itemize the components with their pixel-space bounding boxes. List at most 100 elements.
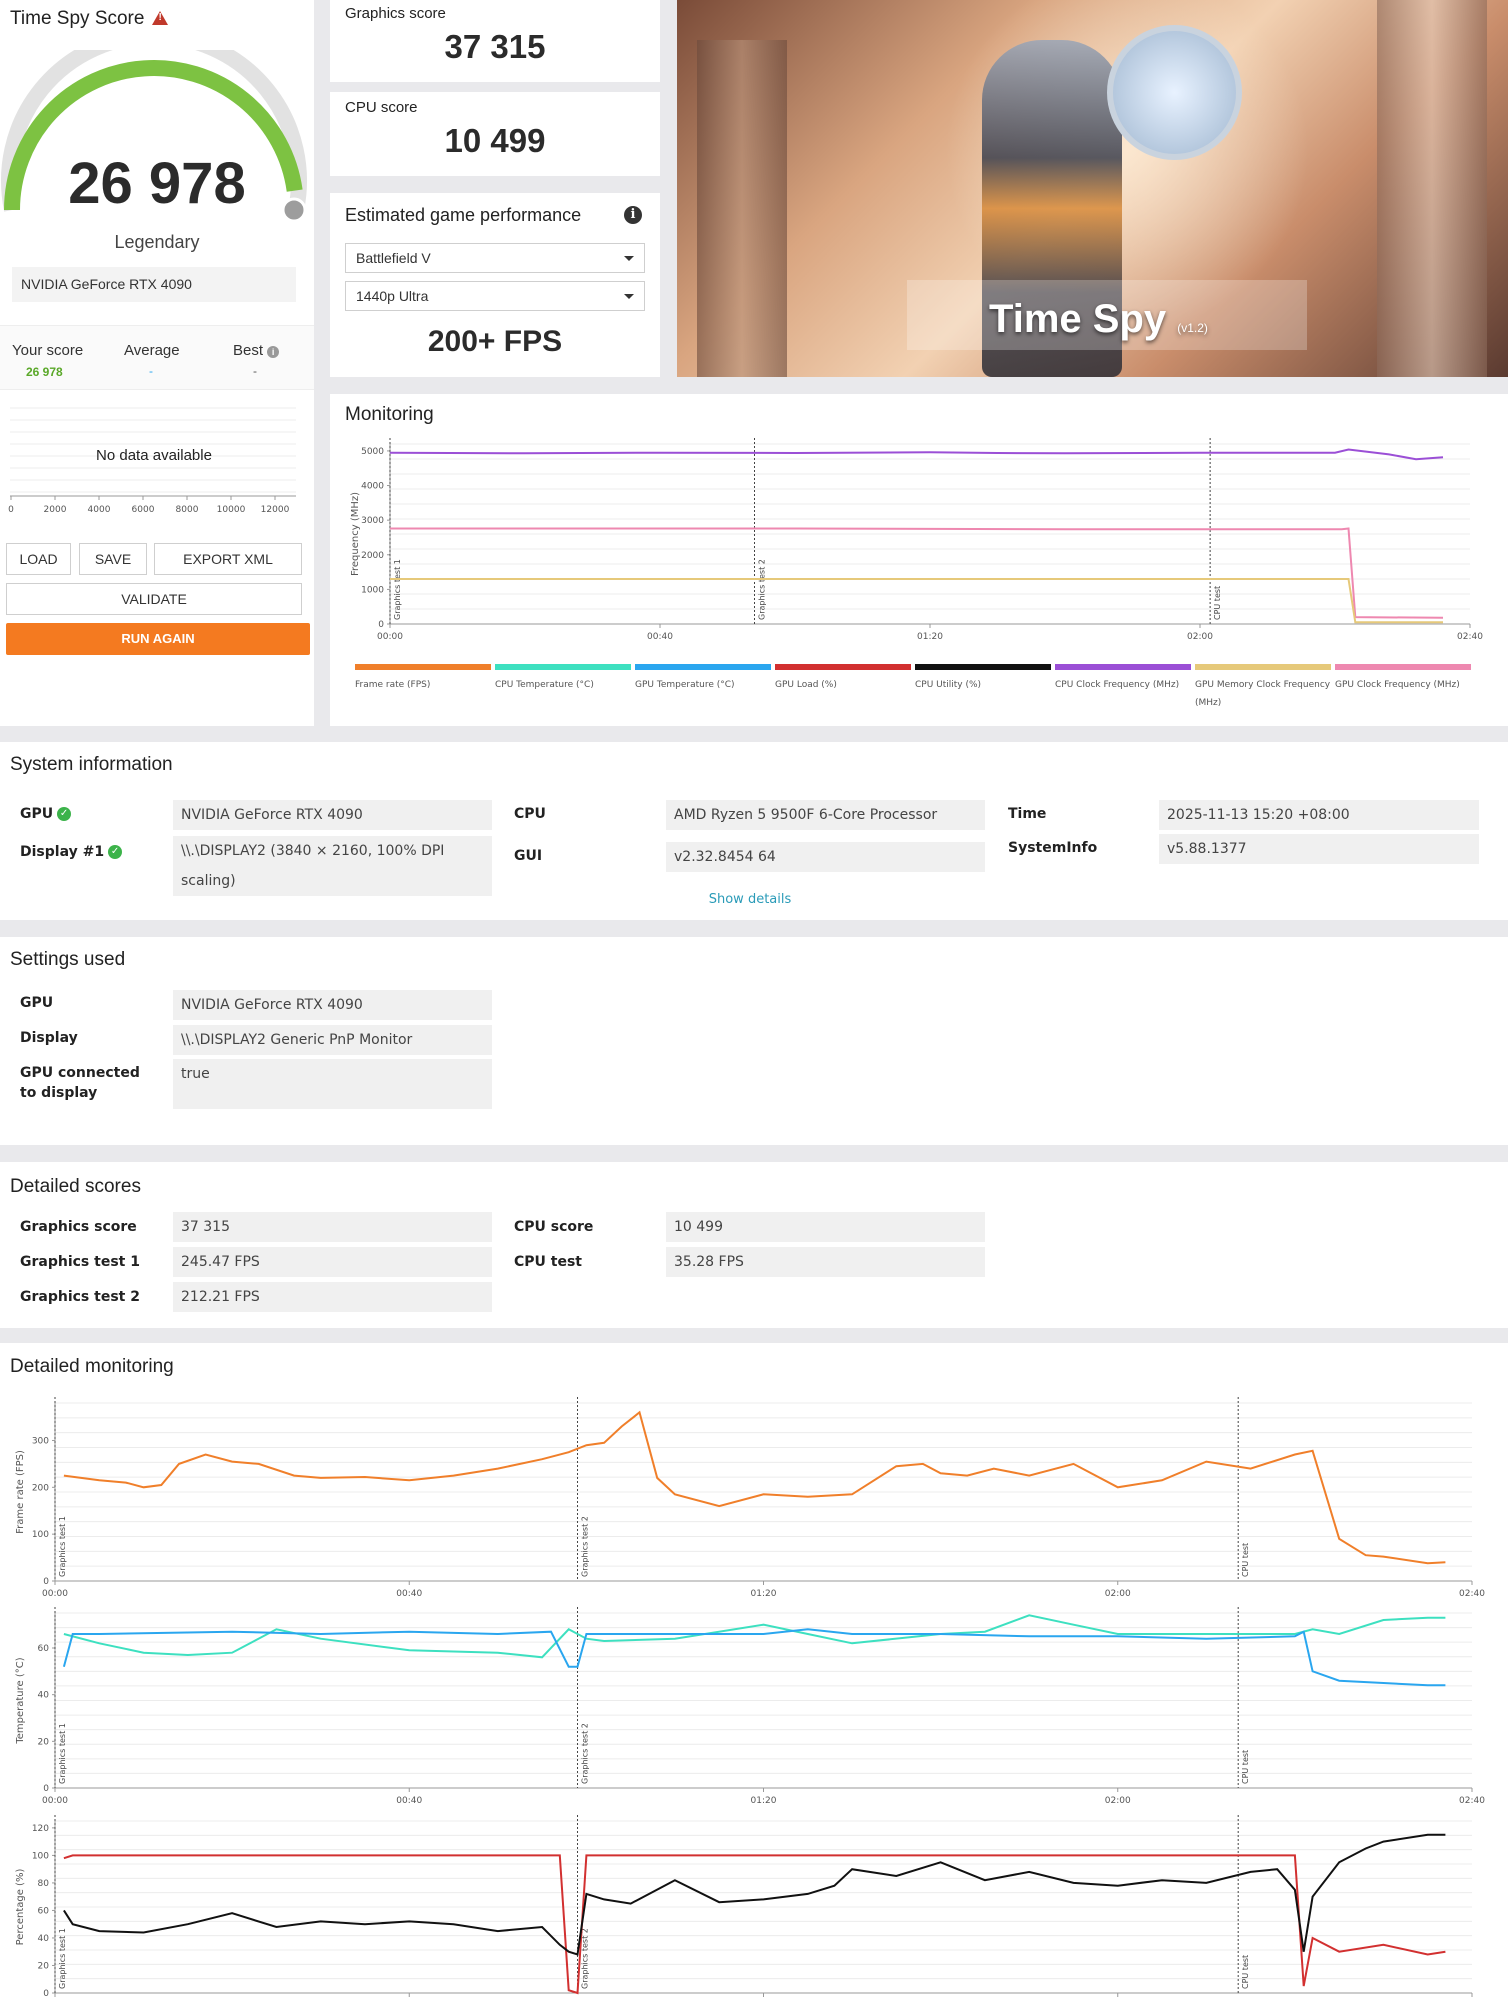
y-tick-label: 0 [43,1989,49,1999]
legend-item[interactable]: CPU Utility (%) [915,664,1051,694]
series-line [63,1854,1446,1995]
x-tick-label: 02:40 [1459,1589,1485,1599]
legend-swatch [1195,664,1331,670]
preset-select-value: 1440p Ultra [356,288,429,304]
x-tick-label: 00:40 [396,1796,422,1806]
hist-tick: 0 [8,505,14,515]
ds-cpu-score-label: CPU score [514,1219,594,1235]
hist-tick: 4000 [88,505,111,515]
hist-tick: 12000 [261,505,290,515]
score-panel: Time Spy Score 26 978 Legendary NVIDIA G… [0,0,314,726]
hero-version: (v1.2) [1177,321,1208,335]
warning-icon[interactable] [152,11,169,25]
ds-graphics-score-label: Graphics score [20,1219,137,1235]
sys-gpu-label: GPU ✓ [20,806,72,822]
no-data-label: No data available [96,447,212,464]
graphics-score-value: 37 315 [444,28,546,65]
legend-item[interactable]: GPU Load (%) [775,664,911,694]
y-axis-label: Frame rate (FPS) [15,1450,26,1534]
sys-gui-value: v2.32.8454 64 [666,842,985,872]
legend-item[interactable]: Frame rate (FPS) [355,664,491,694]
legend-swatch [1055,664,1191,670]
x-tick-label: 01:20 [917,632,943,642]
test-marker-label: CPU test [1241,1955,1250,1989]
sys-sysinfo-value: v5.88.1377 [1159,834,1479,864]
y-tick-label: 200 [32,1483,49,1493]
test-marker-label: Graphics test 1 [58,1723,67,1784]
y-tick-label: 60 [38,1906,50,1916]
sys-time-value: 2025-11-13 15:20 +08:00 [1159,800,1479,830]
monitoring-chart: 0 1000 2000 3000 4000 5000 00:00 00:40 01:20 02:0… [350,438,1483,642]
x-tick-label: 00:40 [396,1589,422,1599]
export-xml-button[interactable]: EXPORT XML [154,543,302,575]
run-again-button[interactable]: RUN AGAIN [6,623,310,655]
x-tick-label: 00:00 [377,632,403,642]
gauge-knob [281,197,307,223]
y-tick-label: 20 [38,1961,50,1971]
legend-label: GPU Load (%) [775,680,837,690]
x-tick-label: 00:00 [42,1796,68,1806]
y-axis-label: Frequency (MHz) [350,492,361,576]
ds-gt1-value: 245.47 FPS [173,1247,492,1277]
x-tick-label: 00:00 [42,1589,68,1599]
game-select[interactable]: Battlefield V [345,243,645,273]
system-info-panel: System information GPU ✓ NVIDIA GeForce R… [0,742,1508,920]
legend-label: CPU Utility (%) [915,680,982,690]
sys-display-value: \\.\DISPLAY2 (3840 × 2160, 100% DPI scal… [173,836,492,896]
test-marker-label: Graphics test 1 [393,559,402,620]
detailed-monitoring-panel: Detailed monitoring 0 100 200 300 00:00 00:40… [0,1343,1508,1999]
check-icon: ✓ [57,807,72,821]
y-tick-label: 300 [32,1436,49,1446]
validate-button[interactable]: VALIDATE [6,583,302,615]
ds-gt2-value: 212.21 FPS [173,1282,492,1312]
legend-item[interactable]: CPU Temperature (°C) [495,664,631,694]
test-marker-label: CPU test [1241,1543,1250,1577]
check-icon: ✓ [108,845,123,859]
legend-item[interactable]: GPU Temperature (°C) [635,664,771,694]
sys-display-label-text: Display #1 [20,844,105,860]
cpu-score-value: 10 499 [444,122,546,159]
load-button[interactable]: LOAD [6,543,71,575]
y-axis-label: Percentage (%) [15,1869,26,1946]
series-line [63,1833,1446,1956]
score-rating: Legendary [114,232,200,252]
gauge-fill [4,60,303,211]
y-tick-label: 60 [38,1644,50,1654]
y-tick-label: 40 [38,1691,50,1701]
preset-select[interactable]: 1440p Ultra [345,281,645,311]
show-details-link[interactable]: Show details [708,892,792,907]
save-button[interactable]: SAVE [79,543,147,575]
best-label: Best [233,342,264,359]
sys-sysinfo-label: SystemInfo [1008,840,1098,856]
y-tick-label: 0 [43,1577,49,1587]
x-tick-label: 02:40 [1457,632,1483,642]
monitoring-title: Monitoring [345,404,434,425]
y-tick-label: 120 [32,1824,49,1834]
legend-item[interactable]: CPU Clock Frequency (MHz) [1055,664,1191,694]
y-axis-label: Temperature (°C) [15,1657,26,1744]
info-icon[interactable]: i [267,346,280,358]
settings-title: Settings used [10,949,126,970]
legend-item[interactable]: GPU Clock Frequency (MHz) [1335,664,1471,694]
y-tick-label: 40 [38,1934,50,1944]
estimated-info-icon[interactable]: i [624,206,642,224]
ds-gt1-label: Graphics test 1 [20,1254,140,1270]
cpu-score-card: CPU score 10 499 [330,92,660,176]
legend-item[interactable]: GPU Memory Clock Frequency (MHz) [1195,664,1331,712]
ds-cpu-test-label: CPU test [514,1254,582,1270]
legend-label: GPU Temperature (°C) [635,680,735,690]
overall-score: 26 978 [68,151,246,216]
hero-character [982,40,1122,377]
y-tick-label: 0 [378,620,384,630]
legend-label: CPU Clock Frequency (MHz) [1055,680,1180,690]
x-tick-label: 02:40 [1459,1796,1485,1806]
test-marker-label: Graphics test 2 [581,1723,590,1784]
settings-panel: Settings used GPU NVIDIA GeForce RTX 409… [0,937,1508,1145]
average-label: Average [124,342,180,359]
series-line [390,578,1443,624]
x-tick-label: 02:00 [1187,632,1213,642]
hero-image: Time Spy (v1.2) [677,0,1508,377]
y-tick-label: 1000 [361,585,384,595]
test-marker-label: Graphics test 2 [581,1516,590,1577]
x-tick-label: 01:20 [751,1796,777,1806]
